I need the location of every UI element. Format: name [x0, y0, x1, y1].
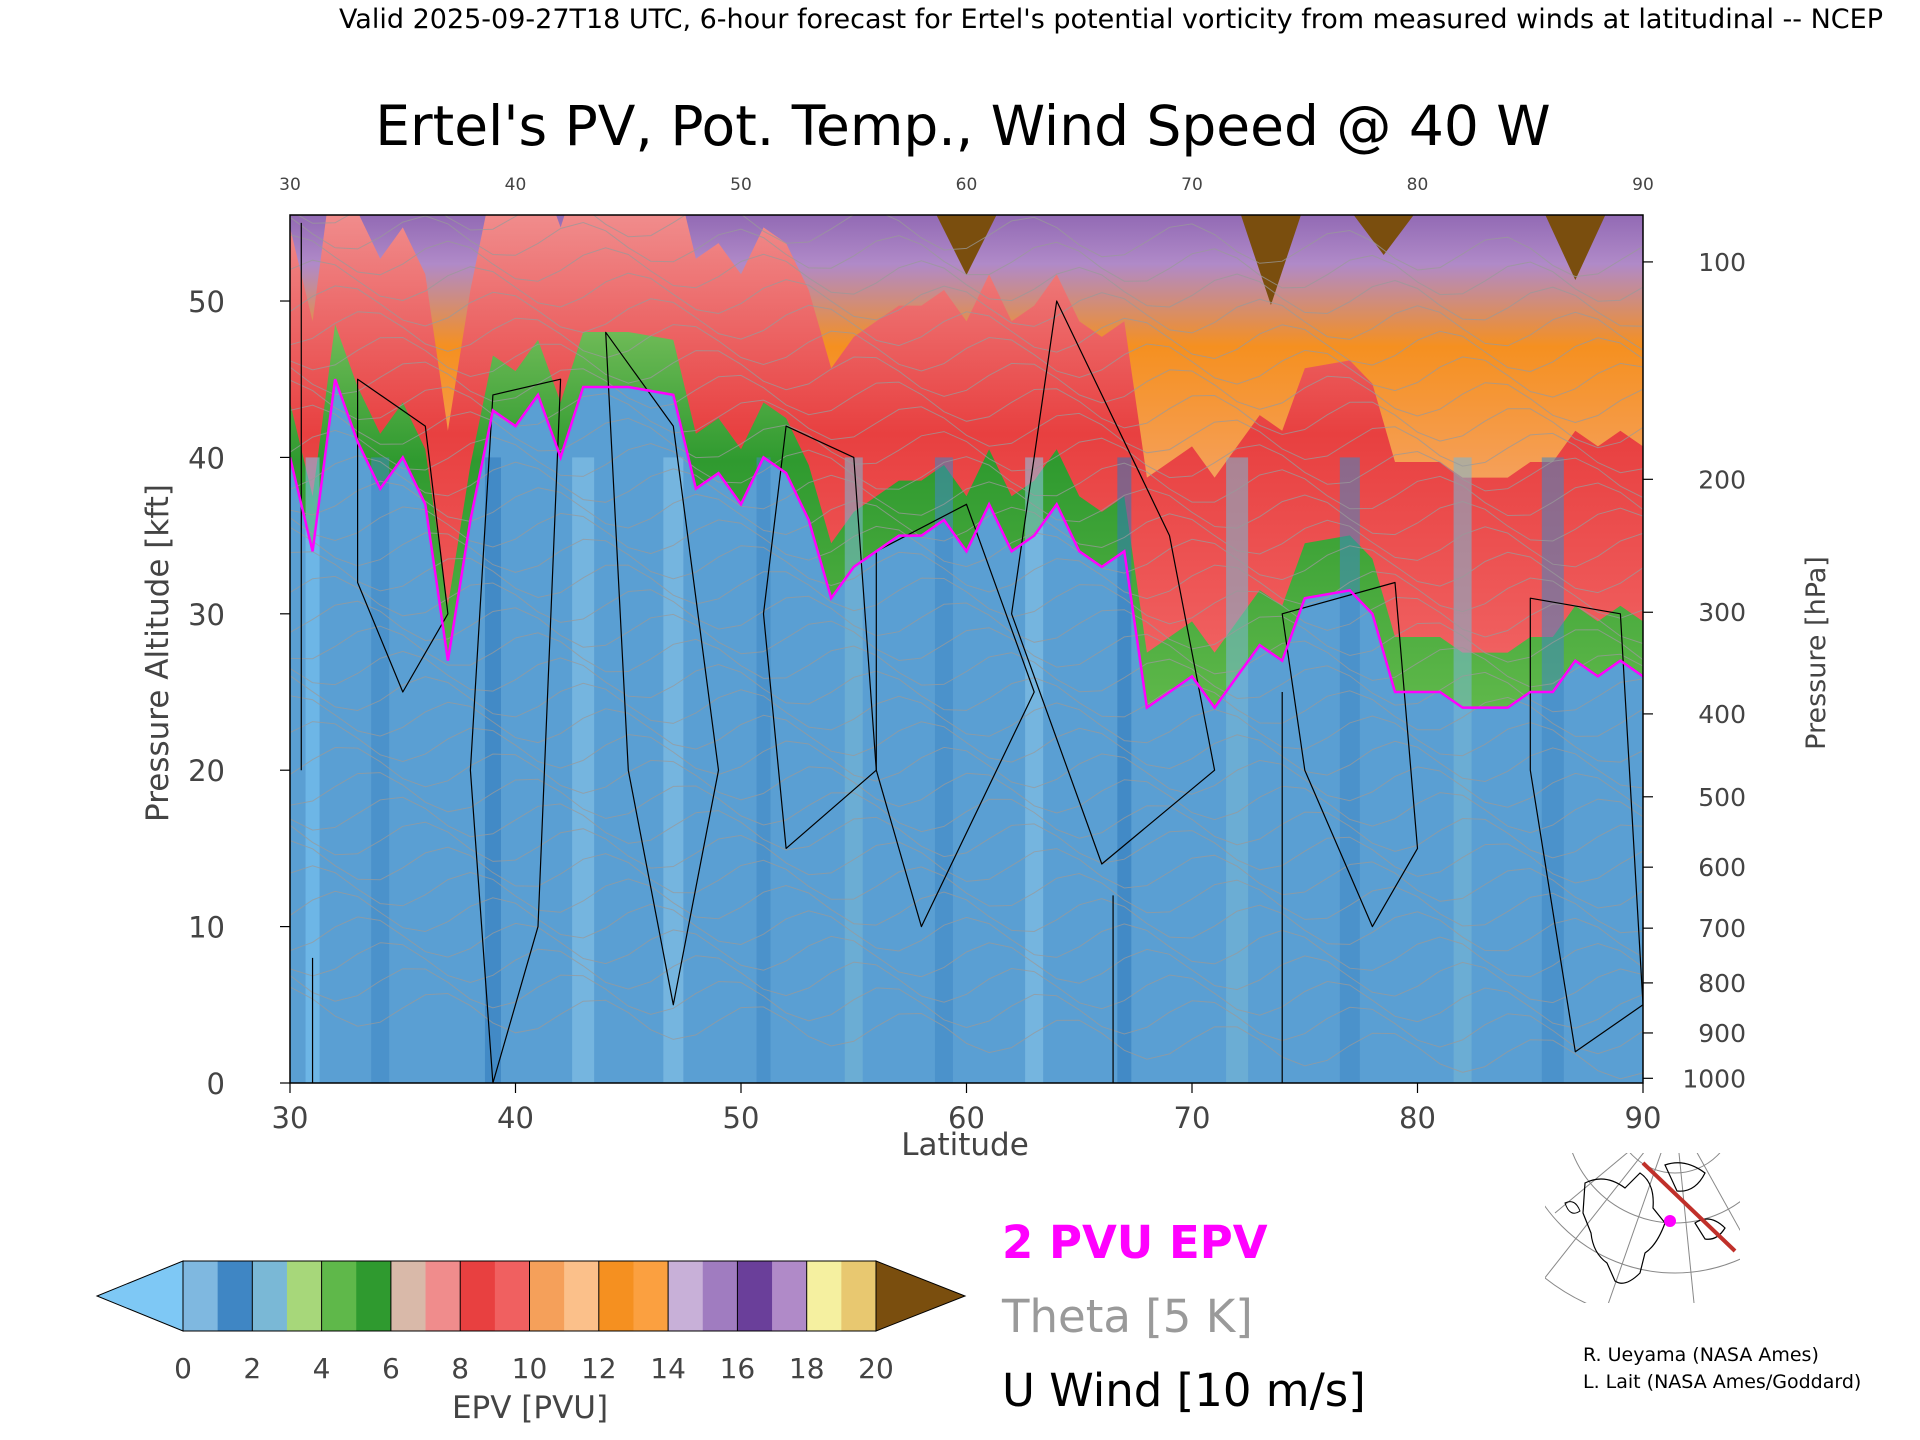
- epv-streak: [1454, 457, 1472, 1083]
- y-tick-label: 50: [188, 285, 225, 319]
- colorbar-tick-label: 6: [382, 1352, 400, 1385]
- colorbar-bin: [772, 1261, 807, 1331]
- x-top-tick-label: 40: [505, 175, 527, 195]
- credit-line: R. Ueyama (NASA Ames): [1583, 1344, 1819, 1366]
- colorbar-bin: [530, 1261, 565, 1331]
- pressure-tick-label: 500: [1698, 783, 1746, 812]
- x-axis-label: Latitude: [901, 1127, 1029, 1163]
- x-tick-label: 70: [1174, 1101, 1211, 1135]
- y-tick-label: 40: [188, 441, 225, 475]
- epv-streak: [1340, 457, 1360, 1083]
- colorbar-tick-label: 14: [650, 1352, 686, 1385]
- x-top-tick-label: 90: [1632, 175, 1654, 195]
- epv-field: [290, 149, 1643, 1083]
- colorbar-bin: [356, 1261, 391, 1331]
- x-top-tick-label: 70: [1181, 175, 1203, 195]
- epv-streak: [1542, 457, 1564, 1083]
- plot-area: [290, 149, 1643, 1083]
- epv-streak: [572, 457, 594, 1083]
- pressure-tick-label: 400: [1698, 700, 1746, 729]
- x-tick-label: 90: [1625, 1101, 1662, 1135]
- x-tick-label: 30: [272, 1101, 309, 1135]
- colorbar-tick-label: 8: [451, 1352, 469, 1385]
- colorbar-tick-label: 16: [720, 1352, 756, 1385]
- colorbar-bin: [737, 1261, 772, 1331]
- epv-streak: [935, 457, 953, 1083]
- pressure-tick-label: 700: [1698, 914, 1746, 943]
- colorbar-bin: [703, 1261, 738, 1331]
- colorbar-bin: [218, 1261, 253, 1331]
- colorbar-bin: [495, 1261, 530, 1331]
- credit-line: L. Lait (NASA Ames/Goddard): [1583, 1371, 1861, 1393]
- legend-theta: Theta [5 K]: [1001, 1290, 1253, 1343]
- colorbar-over-triangle: [876, 1261, 965, 1331]
- pressure-tick-label: 1000: [1682, 1064, 1746, 1093]
- colorbar-bin: [633, 1261, 668, 1331]
- y-tick-label: 20: [188, 754, 225, 788]
- x-tick-label: 40: [497, 1101, 534, 1135]
- colorbar-bin: [287, 1261, 322, 1331]
- colorbar-tick-label: 2: [243, 1352, 261, 1385]
- epv-streak: [1025, 457, 1043, 1083]
- colorbar-under-triangle: [97, 1261, 183, 1331]
- legend-2pvu: 2 PVU EPV: [1002, 1216, 1268, 1269]
- pressure-axis-label: Pressure [hPa]: [1801, 556, 1832, 750]
- chart-title: Ertel's PV, Pot. Temp., Wind Speed @ 40 …: [375, 94, 1550, 158]
- y-tick-label: 0: [207, 1067, 225, 1101]
- colorbar-bin: [426, 1261, 461, 1331]
- colorbar-label: EPV [PVU]: [452, 1390, 608, 1426]
- colorbar-bin: [391, 1261, 426, 1331]
- colorbar-tick-label: 20: [858, 1352, 894, 1385]
- colorbar-tick-label: 0: [174, 1352, 192, 1385]
- y-tick-label: 30: [188, 598, 225, 632]
- y-tick-label: 10: [188, 911, 225, 945]
- colorbar-bin: [668, 1261, 703, 1331]
- colorbar: 0 2 4 6 8 10 12 14 16 18 20: [97, 1261, 965, 1385]
- x-tick-label: 80: [1399, 1101, 1436, 1135]
- pressure-tick-label: 300: [1698, 598, 1746, 627]
- pressure-tick-label: 900: [1698, 1019, 1746, 1048]
- pressure-tick-label: 800: [1698, 969, 1746, 998]
- colorbar-bin: [807, 1261, 842, 1331]
- colorbar-bin: [252, 1261, 287, 1331]
- pressure-tick-label: 600: [1698, 853, 1746, 882]
- colorbar-bin: [460, 1261, 495, 1331]
- colorbar-tick-label: 4: [313, 1352, 331, 1385]
- forecast-banner: Valid 2025-09-27T18 UTC, 6-hour forecast…: [339, 4, 1883, 35]
- epv-streak: [485, 457, 501, 1083]
- y-axis-label: Pressure Altitude [kft]: [140, 484, 176, 822]
- colorbar-bin: [599, 1261, 634, 1331]
- pressure-tick-label: 200: [1698, 465, 1746, 494]
- colorbar-bin: [841, 1261, 876, 1331]
- epv-streak: [663, 457, 683, 1083]
- legend-u-wind: U Wind [10 m/s]: [1002, 1364, 1366, 1417]
- colorbar-bin: [322, 1261, 357, 1331]
- epv-streak: [371, 457, 389, 1083]
- x-top-tick-label: 80: [1407, 175, 1429, 195]
- x-top-tick-label: 50: [730, 175, 752, 195]
- colorbar-bin: [183, 1261, 218, 1331]
- colorbar-tick-label: 12: [581, 1352, 617, 1385]
- pressure-tick-label: 100: [1698, 248, 1746, 277]
- colorbar-tick-label: 18: [789, 1352, 825, 1385]
- x-top-tick-label: 60: [956, 175, 978, 195]
- x-top-tick-label: 30: [279, 175, 301, 195]
- colorbar-bin: [564, 1261, 599, 1331]
- colorbar-tick-label: 10: [512, 1352, 548, 1385]
- x-tick-label: 50: [723, 1101, 760, 1135]
